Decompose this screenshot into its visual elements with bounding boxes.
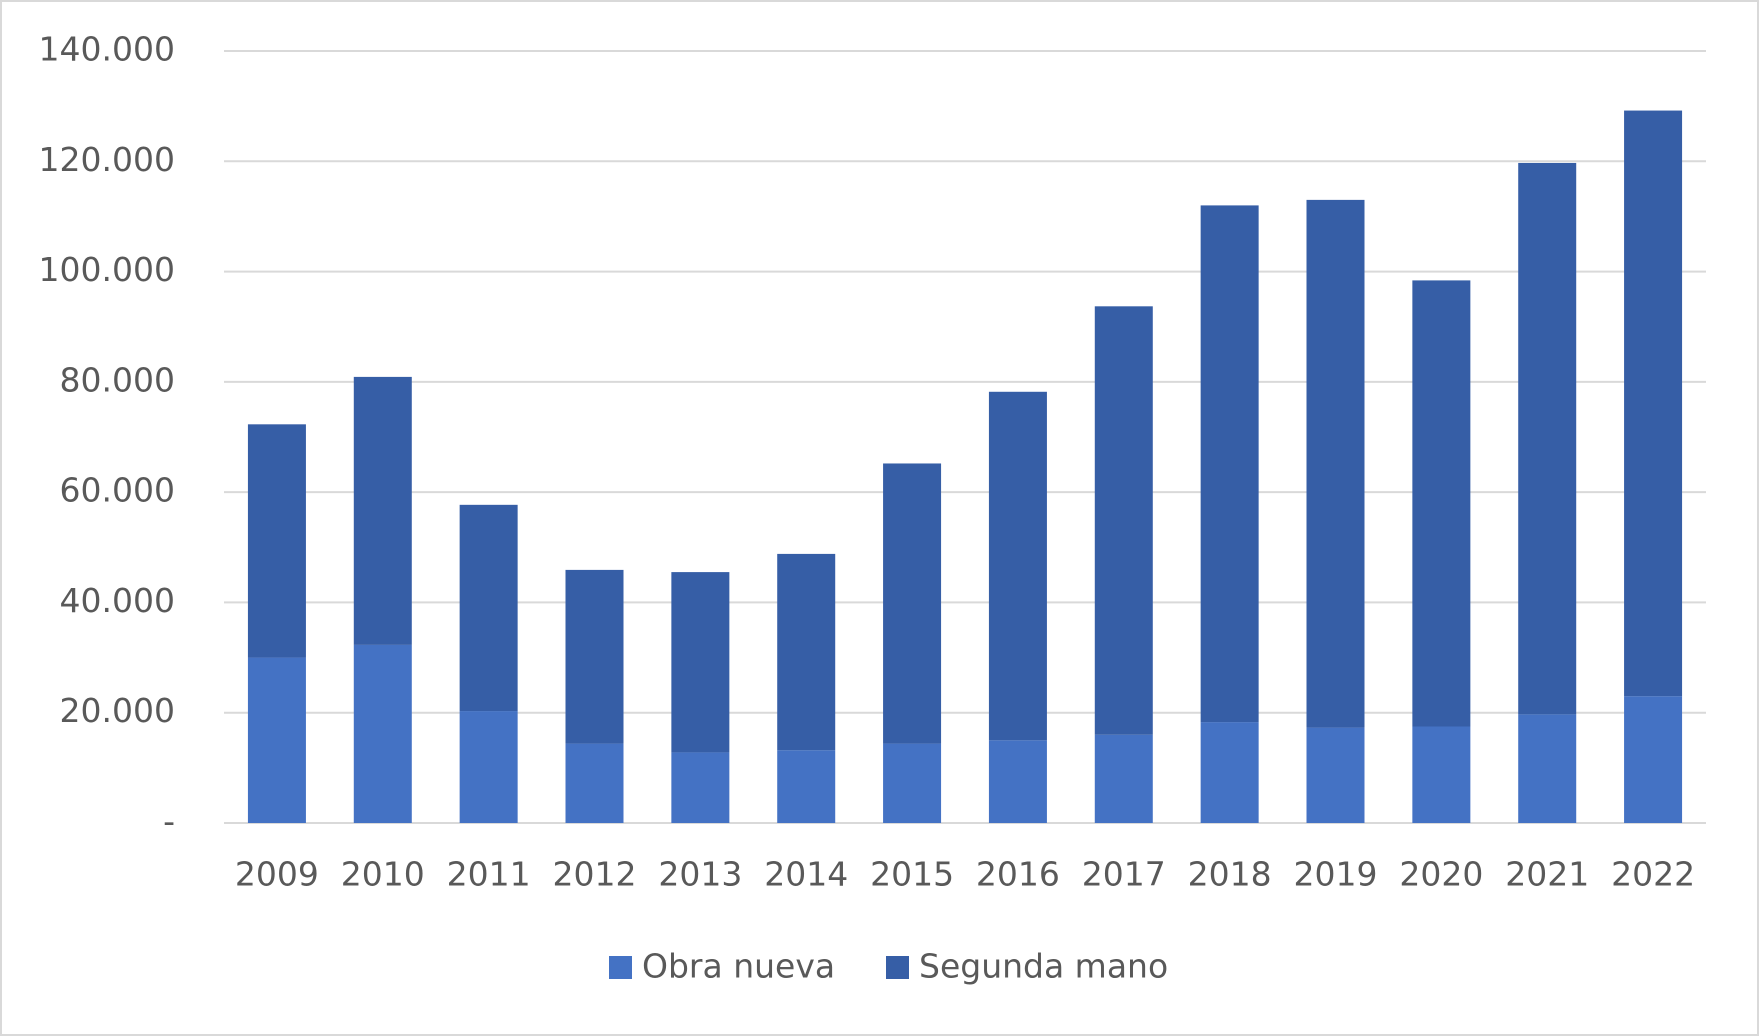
y-tick-label: 100.000 [39, 250, 175, 289]
bar-segment [1518, 162, 1577, 715]
bar-segment [671, 752, 730, 823]
x-tick-label: 2011 [447, 855, 531, 894]
bar-segment [353, 376, 412, 645]
bar-segment [1094, 734, 1153, 823]
bar-segment [1412, 280, 1471, 727]
x-tick-label: 2012 [553, 855, 637, 894]
bar-segment [1624, 696, 1683, 823]
y-tick-label: 80.000 [60, 360, 175, 399]
bar-segment [671, 572, 730, 753]
legend-swatch [609, 956, 632, 979]
bar-segment [1306, 199, 1365, 728]
bar-segment [1094, 306, 1153, 735]
y-tick-label: - [163, 802, 175, 841]
y-tick-label: 60.000 [60, 471, 175, 510]
x-tick-label: 2016 [976, 855, 1060, 894]
bar-segment [353, 644, 412, 823]
bar-segment [777, 553, 836, 751]
bar-segment [1200, 205, 1259, 723]
x-tick-label: 2021 [1505, 855, 1589, 894]
bar-segment [565, 569, 624, 744]
x-tick-label: 2020 [1399, 855, 1483, 894]
x-tick-label: 2010 [341, 855, 425, 894]
bar-segment [883, 743, 942, 823]
x-tick-label: 2017 [1082, 855, 1166, 894]
x-tick-label: 2009 [235, 855, 319, 894]
x-tick-label: 2014 [764, 855, 848, 894]
legend-label: Obra nueva [642, 947, 835, 986]
bar-segment [247, 424, 306, 658]
bar-segment [565, 743, 624, 823]
x-tick-label: 2022 [1611, 855, 1695, 894]
legend-swatch [886, 956, 909, 979]
bar-segment [883, 463, 942, 744]
y-tick-label: 40.000 [60, 581, 175, 620]
bar-segment [988, 391, 1047, 741]
legend-label: Segunda mano [919, 947, 1168, 986]
bar-segment [1306, 727, 1365, 823]
bar-segment [1412, 726, 1471, 823]
bar-segment [459, 504, 518, 712]
x-tick-label: 2013 [658, 855, 742, 894]
bar-segment [1624, 110, 1683, 697]
bar-segment [1200, 722, 1259, 823]
x-tick-label: 2019 [1294, 855, 1378, 894]
bar-segment [1518, 714, 1577, 823]
y-tick-label: 120.000 [39, 140, 175, 179]
y-tick-label: 20.000 [60, 691, 175, 730]
bar-segment [988, 740, 1047, 823]
bar-segment [459, 711, 518, 823]
y-tick-label: 140.000 [39, 30, 175, 69]
bar-segment [247, 657, 306, 823]
x-tick-label: 2015 [870, 855, 954, 894]
bar-segment [777, 750, 836, 823]
x-tick-label: 2018 [1188, 855, 1272, 894]
